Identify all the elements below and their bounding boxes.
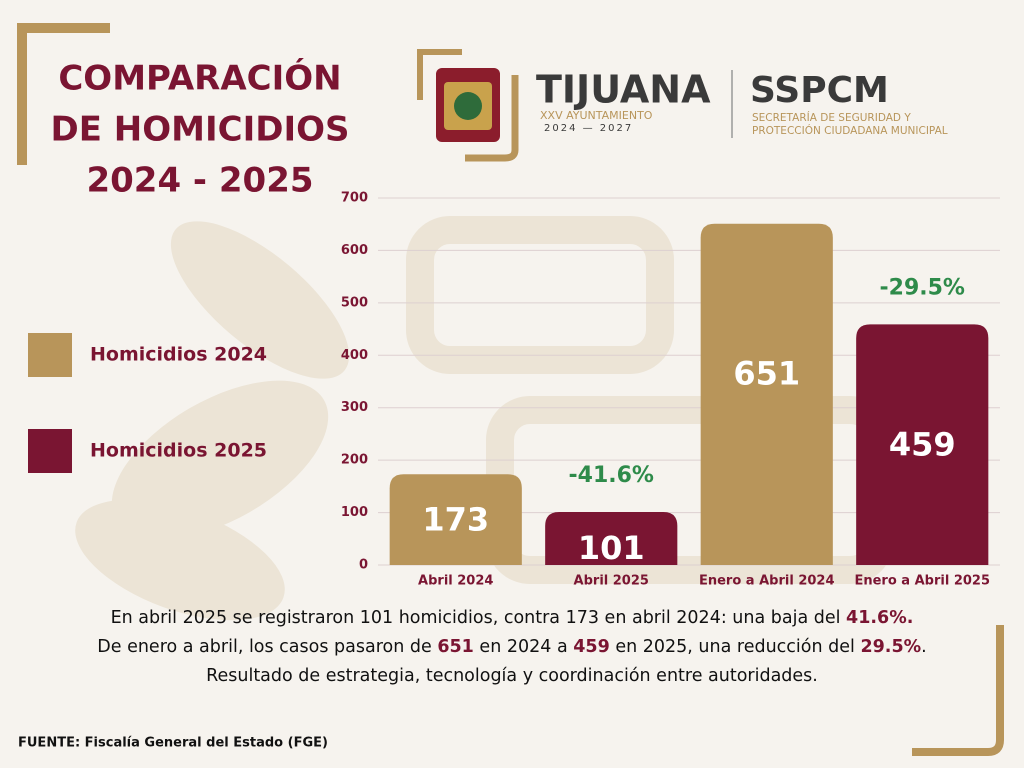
agency-name: SSPCM	[750, 70, 889, 111]
ayuntamiento: XXV AYUNTAMIENTO	[540, 109, 653, 122]
agency-line: PROTECCIÓN CIUDADANA MUNICIPAL	[752, 124, 948, 137]
summary-line: De enero a abril, los casos pasaron de 6…	[97, 637, 926, 657]
y-tick-label: 500	[341, 295, 368, 310]
x-tick-label: Enero a Abril 2024	[699, 574, 835, 589]
value-label: 459	[889, 426, 956, 464]
x-tick-label: Enero a Abril 2025	[854, 574, 990, 589]
legend-swatch	[28, 429, 72, 473]
y-tick-label: 400	[341, 348, 368, 363]
summary-highlight: 29.5%	[860, 637, 921, 657]
period: 2024 — 2027	[544, 123, 633, 134]
y-tick-label: 200	[341, 453, 368, 468]
summary-highlight: 459	[573, 637, 610, 657]
summary-text: Resultado de estrategia, tecnología y co…	[206, 666, 818, 686]
x-tick-label: Abril 2024	[418, 574, 493, 589]
y-tick-label: 700	[341, 191, 368, 206]
value-label: 101	[578, 529, 645, 567]
annotation: -41.6%	[569, 463, 654, 488]
summary-line: Resultado de estrategia, tecnología y co…	[206, 666, 818, 686]
decoration	[75, 216, 894, 621]
chart-title: 2024 - 2025	[86, 161, 313, 201]
y-tick-label: 0	[359, 558, 368, 573]
frame-corner	[417, 49, 462, 100]
annotation: -29.5%	[880, 275, 965, 300]
source: FUENTE: Fiscalía General del Estado (FGE…	[18, 736, 328, 751]
y-tick-label: 300	[341, 400, 368, 415]
bar	[389, 474, 522, 565]
summary-highlight: 41.6%.	[846, 608, 913, 628]
y-tick-label: 600	[341, 243, 368, 258]
value-label: 651	[733, 355, 800, 393]
y-tick-label: 100	[341, 505, 368, 520]
value-label: 173	[422, 501, 489, 539]
summary-highlight: 651	[437, 637, 474, 657]
bar	[545, 512, 678, 565]
city-name: TIJUANA	[536, 68, 711, 112]
x-tick-label: Abril 2025	[574, 574, 649, 589]
frame-corner	[912, 625, 1004, 756]
summary-text: En abril 2025 se registraron 101 homicid…	[111, 608, 846, 628]
logo	[436, 68, 519, 162]
summary-text: .	[921, 637, 927, 657]
chart-title: COMPARACIÓN	[58, 58, 341, 99]
legend-label: Homicidios 2025	[90, 440, 267, 462]
summary-line: En abril 2025 se registraron 101 homicid…	[111, 608, 914, 628]
summary-text: De enero a abril, los casos pasaron de	[97, 637, 437, 657]
legend-label: Homicidios 2024	[90, 344, 267, 366]
frame-corner	[17, 23, 110, 165]
agency-line: SECRETARÍA DE SEGURIDAD Y	[752, 111, 911, 124]
bar	[700, 223, 833, 565]
summary-text: en 2024 a	[474, 637, 573, 657]
legend-swatch	[28, 333, 72, 377]
bar	[856, 324, 989, 565]
summary-text: en 2025, una reducción del	[610, 637, 861, 657]
chart-title: DE HOMICIDIOS	[51, 110, 350, 150]
